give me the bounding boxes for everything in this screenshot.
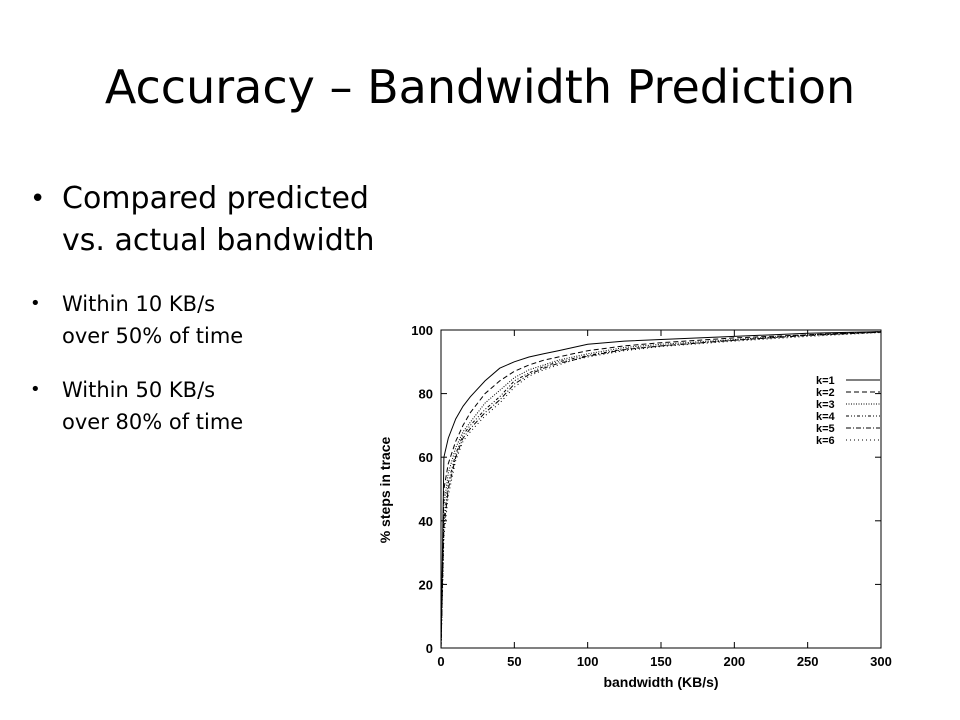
legend-label: k=2 — [816, 387, 835, 399]
y-tick-label: 80 — [419, 387, 433, 402]
series-line-k4 — [440, 331, 882, 649]
bullet-10kbs: • Within 10 KB/s over 50% of time — [30, 288, 360, 352]
y-tick-label: 60 — [419, 450, 433, 465]
chart-axes: 0 50 100 150 200 250 300 0 20 40 60 80 100 — [411, 323, 892, 669]
series-line-k5 — [440, 331, 882, 649]
slide-title: Accuracy – Bandwidth Prediction — [104, 60, 856, 114]
series-line-k2 — [440, 331, 882, 649]
y-axis-label: % steps in trace — [377, 436, 393, 543]
x-tick-label: 0 — [437, 654, 444, 669]
bullet-50kbs: • Within 50 KB/s over 80% of time — [30, 374, 360, 438]
bullet-10kbs-line1: Within 10 KB/s — [62, 292, 216, 316]
chart-series — [440, 331, 882, 649]
plot-frame — [440, 329, 882, 649]
legend-label: k=3 — [816, 399, 835, 411]
series-line-k1 — [440, 331, 882, 649]
series-line-k3 — [440, 331, 882, 649]
bullet-main-line1: Compared predicted — [62, 181, 369, 216]
legend-label: k=4 — [816, 411, 836, 423]
x-axis-label: bandwidth (KB/s) — [603, 674, 718, 690]
bullet-dot-icon: • — [30, 293, 41, 314]
x-tick-label: 200 — [723, 654, 745, 669]
bullet-50kbs-line1: Within 50 KB/s — [62, 378, 216, 402]
legend-label: k=1 — [816, 375, 835, 387]
bullet-10kbs-line2: over 50% of time — [62, 324, 244, 348]
legend-label: k=6 — [816, 435, 835, 447]
x-tick-label: 50 — [507, 654, 521, 669]
x-tick-label: 300 — [870, 654, 892, 669]
bullet-dot-icon: • — [30, 379, 41, 400]
series-line-k6 — [440, 332, 882, 649]
bullet-dot-icon: • — [30, 184, 46, 214]
y-tick-label: 0 — [426, 641, 433, 656]
x-tick-label: 100 — [577, 654, 599, 669]
legend-label: k=5 — [816, 423, 835, 435]
chart-legend: k=1k=2k=3k=4k=5k=6 — [816, 375, 880, 447]
x-tick-label: 150 — [650, 654, 672, 669]
y-tick-label: 20 — [419, 577, 433, 592]
y-tick-label: 100 — [411, 323, 433, 338]
bandwidth-cdf-chart: 0 50 100 150 200 250 300 0 20 40 60 80 100 k=1k=2k=3… — [377, 323, 892, 690]
bullet-50kbs-line2: over 80% of time — [62, 410, 244, 434]
x-tick-label: 250 — [797, 654, 819, 669]
y-tick-label: 40 — [419, 514, 433, 529]
bullet-main: • Compared predicted vs. actual bandwidt… — [30, 178, 450, 262]
bullet-main-line2: vs. actual bandwidth — [62, 223, 375, 258]
